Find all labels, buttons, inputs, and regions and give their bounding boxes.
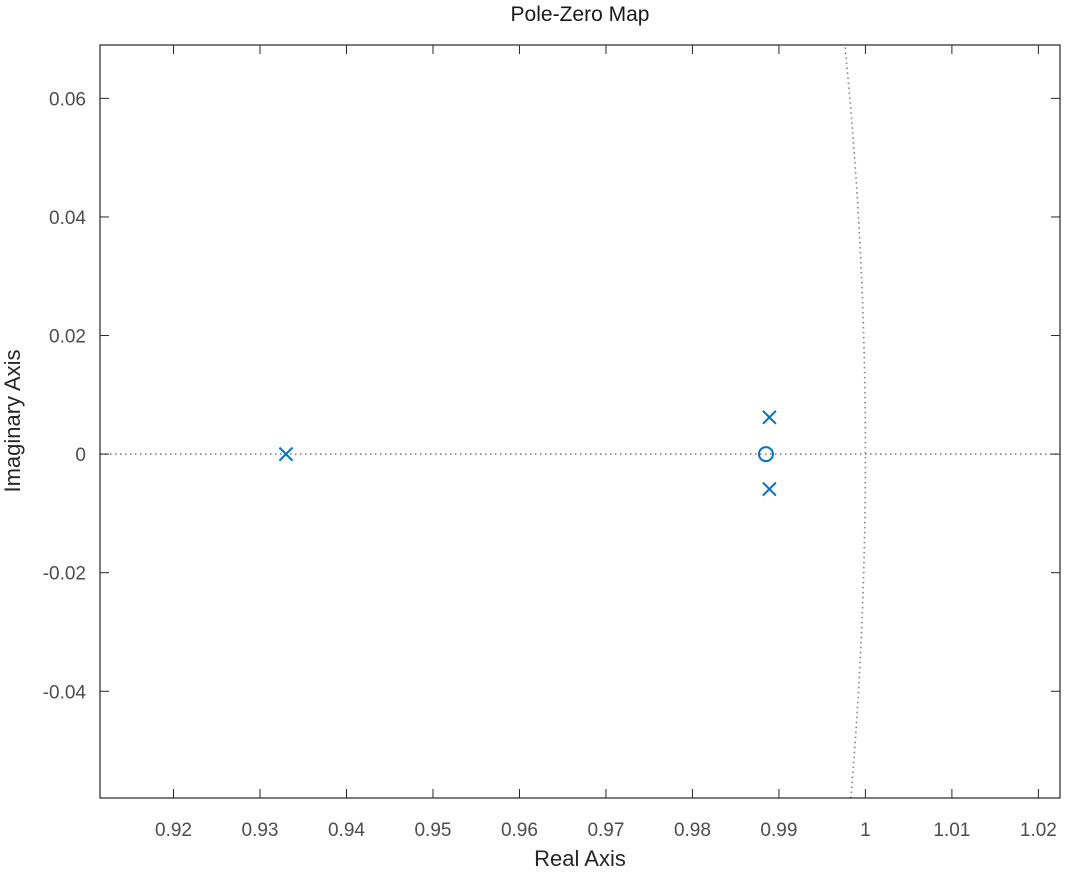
- x-tick-label: 0.95: [414, 820, 451, 841]
- x-tick-label: 0.98: [674, 820, 711, 841]
- x-tick-label: 1: [860, 820, 871, 841]
- x-tick-label: 0.92: [155, 820, 192, 841]
- x-tick-label: 1.02: [1020, 820, 1057, 841]
- reference-lines: [100, 44, 1060, 799]
- y-tick-label: 0.04: [49, 208, 86, 229]
- x-tick-label: 1.01: [933, 820, 970, 841]
- x-tick-label: 0.99: [760, 820, 797, 841]
- y-tick-label: 0: [75, 445, 86, 466]
- unit-circle-line: [843, 44, 867, 799]
- pole-zero-markers: [278, 410, 777, 497]
- x-tick-label: 0.94: [328, 820, 365, 841]
- y-tick-label: 0.02: [49, 327, 86, 348]
- x-tick-label: 0.97: [587, 820, 624, 841]
- y-axis-ticks: 0.06 0.04 0.02 0 -0.02 -0.04: [43, 89, 1060, 703]
- y-tick-label: -0.04: [43, 682, 87, 703]
- zero-marker: [757, 446, 774, 463]
- pole-marker: [762, 410, 777, 425]
- chart-title: Pole-Zero Map: [511, 3, 650, 26]
- x-axis-ticks: 0.92 0.93 0.94 0.95 0.96 0.97 0.98 0.99 1 1.01 1.0…: [155, 45, 1057, 841]
- y-tick-label: -0.02: [43, 564, 86, 585]
- plot-frame: [99, 44, 1061, 799]
- pole-marker: [762, 481, 777, 497]
- x-axis-label: Real Axis: [534, 846, 626, 871]
- y-tick-label: 0.06: [49, 89, 86, 110]
- x-tick-label: 0.93: [242, 820, 279, 841]
- x-tick-label: 0.96: [501, 820, 538, 841]
- pole-marker: [278, 446, 294, 462]
- plot-area: [100, 45, 1060, 798]
- y-axis-label: Imaginary Axis: [0, 349, 25, 492]
